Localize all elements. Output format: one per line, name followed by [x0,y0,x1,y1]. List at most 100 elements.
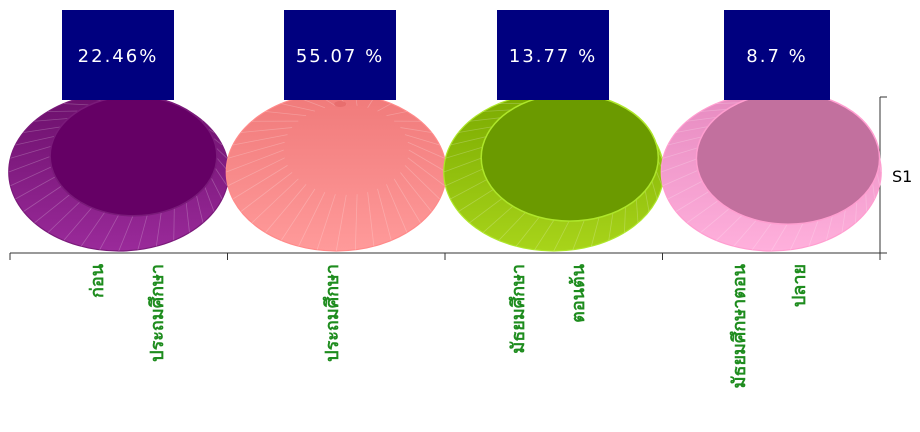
cone-facet [608,211,614,241]
cone-facet [855,199,858,223]
category-label-line: ปลาย [789,264,810,307]
cone-facet [650,178,658,200]
category-label-1: ก่อน ประถมศึกษา [87,263,168,362]
cone-top [695,91,881,225]
cone-facet [34,193,72,224]
cone-facet [203,185,215,212]
cone-facet [662,169,700,187]
cone-facet [572,218,586,250]
category-label-line: ก่อน [87,263,108,298]
category-label-line: มัธยมศึกษา [508,264,529,354]
cone-facet [733,218,758,247]
cone-facet [789,221,804,250]
cone-facet [458,125,495,133]
cone-facet [534,218,556,251]
category-label-line: ประถมศึกษา [147,264,168,362]
cone-facet [400,127,432,133]
cone-facet [700,207,731,233]
cone-2 [225,92,447,252]
cone-facet [715,213,744,241]
cone-facet [458,188,495,212]
cone-facet [482,204,515,233]
cone-facet [23,184,63,212]
series-axis-label: S1 [892,167,912,186]
cone-facet [483,109,514,112]
cone-facet [265,111,307,116]
cone-facet [118,214,134,252]
cone-facet [265,184,307,233]
data-label-text: 55.07 % [296,46,384,67]
cone-facet [841,207,847,233]
cone-facet [232,134,288,146]
data-label-text: 13.77 % [509,46,597,67]
cone-facet [407,157,445,187]
cone-facet [240,172,293,212]
cone-facet [155,210,162,247]
cone-facet [675,125,711,133]
cone-facet [99,213,120,250]
cone-facet [377,103,392,112]
cone-facet [226,149,284,173]
cone-top [480,93,660,222]
cone-facet [635,197,639,223]
cone-facet [377,188,392,241]
cone-facet [23,126,63,133]
cone-facet [335,194,347,252]
category-label-line: ประถมศึกษา [322,264,343,362]
cone-facet [450,135,489,146]
cone-facet [227,157,285,187]
cone-facet [213,165,228,186]
cone-facet [240,127,293,133]
data-label-group: 22.46% 55.07 % 13.77 % 8.7 % [62,10,830,100]
cone-facet [137,213,149,250]
cone-facet [227,141,285,159]
cone-base [225,92,447,252]
cone-facet [644,188,650,212]
cone-facet [63,206,93,241]
cone-facet [404,134,440,146]
cone-facet [34,117,71,122]
data-label-text: 22.46% [78,46,159,67]
data-label-box [497,10,609,100]
cone-facet [298,192,326,247]
cone-facet [407,141,445,159]
cone-facet [354,194,358,250]
category-label-line: มัธยมศึกษาตอน [729,263,750,388]
data-label-box [62,10,174,100]
cone-facet [316,194,336,250]
cone-facet [445,146,485,159]
category-label-group: ก่อน ประถมศึกษา ประถมศึกษา มัธยมศึกษา ตอนต้น… [87,263,810,388]
cone-facet [15,175,57,200]
category-label-line: ตอนต้น [568,263,589,322]
data-label-text: 8.7 % [746,46,807,67]
cone-facet [624,205,626,233]
cone-facet [251,178,299,224]
cone-top [49,95,218,217]
cone-facet [80,210,106,247]
cone-apex [334,101,347,107]
cone-facet [450,178,489,200]
cone-facet [675,190,711,212]
cone-facet [469,117,504,122]
cone-facet [47,200,82,233]
category-label-3: มัธยมศึกษา ตอนต้น [508,263,589,353]
cone-facet [751,221,773,251]
cone-facet [400,172,432,212]
data-label-3: 13.77 % [497,10,609,100]
cone-facet [386,111,408,116]
cone-facet [700,108,731,112]
cone-facet [10,145,54,159]
cone-3 [443,92,665,252]
category-label-4: มัธยมศึกษาตอน ปลาย [729,263,810,388]
cone-facet [667,135,704,146]
data-label-box [284,10,396,100]
cone-facet [445,167,485,187]
data-label-2: 55.07 % [284,10,396,100]
cone-facet [209,175,223,200]
cone-facet [63,103,93,106]
cone-1 [8,92,230,252]
cone-facet [498,211,527,241]
cone-facet [825,214,834,241]
